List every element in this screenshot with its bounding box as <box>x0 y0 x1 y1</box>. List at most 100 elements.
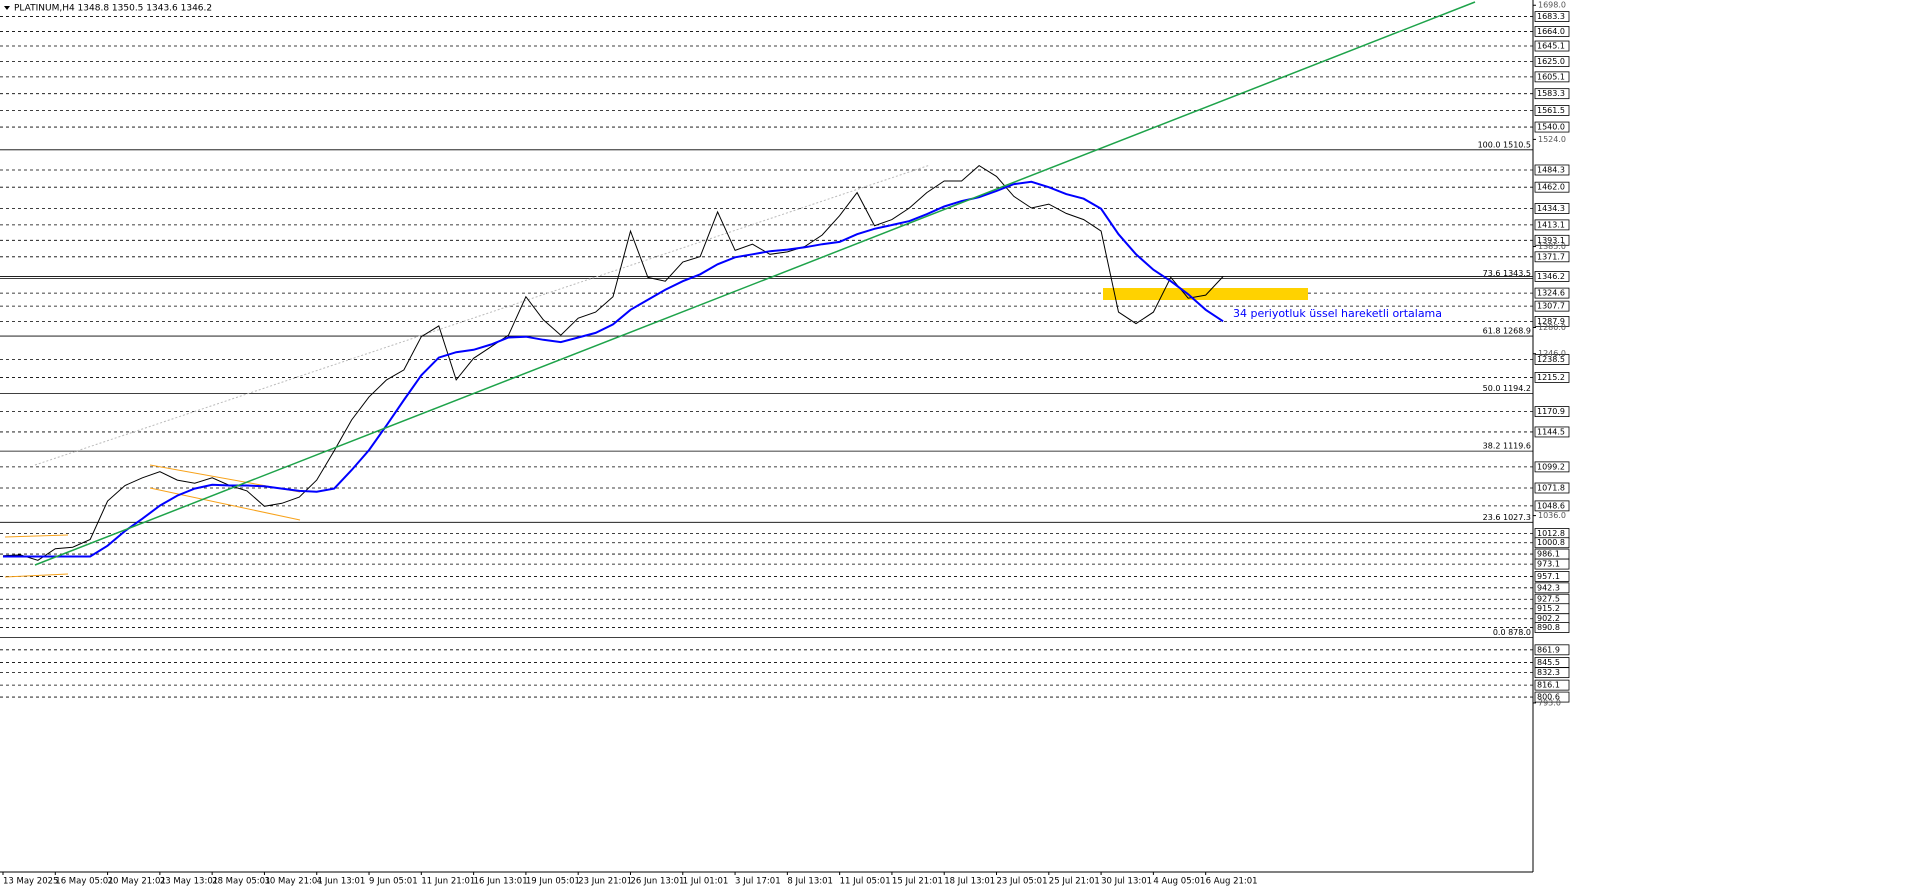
y-tick-label: 1524.0 <box>1538 135 1566 144</box>
level-box <box>1534 40 1570 52</box>
level-label: 1561.5 <box>1537 106 1565 115</box>
level-label: 1071.8 <box>1537 483 1565 492</box>
x-tick-label: 11 Jul 05:01 <box>840 877 891 887</box>
x-tick-label: 30 May 21:01 <box>264 877 322 887</box>
x-tick-label: 20 May 21:01 <box>108 877 166 887</box>
chart-title: PLATINUM,H4 1348.8 1350.5 1343.6 1346.2 <box>14 4 212 14</box>
level-label: 1287.9 <box>1537 317 1565 326</box>
level-label: 1324.6 <box>1537 289 1565 298</box>
x-tick-label: 3 Jul 17:01 <box>735 877 781 887</box>
level-label: 1238.5 <box>1537 355 1565 364</box>
level-label: 927.5 <box>1537 595 1560 604</box>
level-box <box>1534 482 1570 494</box>
ema-annotation: 34 periyotluk üssel hareketli ortalama <box>1233 307 1442 320</box>
x-tick-label: 11 Jun 21:01 <box>421 877 475 887</box>
level-label: 1000.8 <box>1537 538 1565 547</box>
level-box <box>1534 667 1570 679</box>
level-box <box>1534 571 1570 582</box>
level-label: 1605.1 <box>1537 72 1565 81</box>
x-tick-label: 16 May 05:01 <box>55 877 113 887</box>
y-tick-label: 1698.0 <box>1538 1 1566 10</box>
level-label: 1371.7 <box>1537 252 1565 261</box>
range-upper <box>4 534 69 538</box>
level-label: 1099.2 <box>1537 462 1565 471</box>
x-tick-label: 25 Jul 21:01 <box>1049 877 1100 887</box>
level-label: 1413.1 <box>1537 220 1565 229</box>
channel-line <box>34 164 931 466</box>
x-tick-label: 9 Jun 05:01 <box>369 877 418 887</box>
trend-line <box>34 1 1476 566</box>
level-box <box>1534 219 1570 231</box>
level-label: 1462.0 <box>1537 183 1565 192</box>
plot <box>2 164 1224 561</box>
x-tick-label: 30 Jul 13:01 <box>1101 877 1152 887</box>
level-box <box>1534 406 1570 418</box>
level-label: 861.9 <box>1537 645 1560 654</box>
level-label: 1170.9 <box>1537 407 1565 416</box>
level-label: 832.3 <box>1537 668 1560 677</box>
level-label: 1540.0 <box>1537 123 1565 132</box>
level-box <box>1534 105 1570 116</box>
level-box <box>1534 582 1570 594</box>
level-label: 1144.5 <box>1537 427 1565 436</box>
x-tick-label: 28 May 05:01 <box>212 877 270 887</box>
support-zone <box>1103 288 1308 300</box>
x-tick-label: 4 Jun 13:01 <box>317 877 366 887</box>
fib-label: 100.0 1510.5 <box>1478 140 1531 149</box>
fib-label: 23.6 1027.3 <box>1483 513 1531 522</box>
level-box <box>1534 164 1570 176</box>
level-box <box>1534 354 1570 365</box>
level-box <box>1534 121 1570 133</box>
menu-arrow[interactable] <box>4 6 10 10</box>
ema-line <box>3 180 1224 558</box>
x-tick-label: 19 Jun 05:01 <box>526 877 580 887</box>
level-box <box>1534 26 1570 37</box>
level-box <box>1534 300 1570 312</box>
level-label: 915.2 <box>1537 604 1560 613</box>
levels: 1683.3 1664.0 1645.1 1625.0 1605.1 1583.3 1561… <box>0 11 1570 703</box>
x-tick-label: 16 Jun 13:01 <box>474 877 528 887</box>
level-label: 902.2 <box>1537 614 1560 623</box>
x-tick-label: 6 Aug 21:01 <box>1206 877 1258 887</box>
level-box <box>1534 56 1570 67</box>
level-box <box>1534 558 1570 570</box>
x-tick-label: 23 Jun 21:01 <box>578 877 632 887</box>
level-label: 800.6 <box>1537 693 1560 702</box>
level-label: 890.8 <box>1537 623 1560 632</box>
level-label: 1664.0 <box>1537 27 1565 36</box>
y-tick-label: 1385.0 <box>1538 242 1566 251</box>
y-tick-label: 793.0 <box>1538 698 1561 707</box>
level-box <box>1534 251 1570 263</box>
level-box <box>1534 372 1570 383</box>
level-box <box>1534 316 1570 327</box>
y-tick-label: 1036.0 <box>1538 511 1566 520</box>
level-label: 973.1 <box>1537 560 1560 569</box>
level-label: 957.1 <box>1537 572 1560 581</box>
y-tick-label: 1246.0 <box>1538 349 1566 358</box>
level-label: 1583.3 <box>1537 89 1565 98</box>
level-label: 1393.1 <box>1537 236 1565 245</box>
fib-label: 61.8 1268.9 <box>1483 327 1531 336</box>
x-tick-label: 23 Jul 05:01 <box>997 877 1048 887</box>
level-label: 1645.1 <box>1537 42 1565 51</box>
level-box <box>1534 537 1570 549</box>
level-label: 1434.3 <box>1537 204 1565 213</box>
last-price-label: 1346.2 <box>1537 272 1565 281</box>
last-price-box <box>1534 271 1570 282</box>
x-tick-label: 26 Jun 13:01 <box>630 877 684 887</box>
level-box <box>1534 426 1570 438</box>
level-label: 1307.7 <box>1537 302 1565 311</box>
level-label: 1484.3 <box>1537 165 1565 174</box>
fib-label: 0.0 878.0 <box>1493 628 1531 637</box>
level-box <box>1534 500 1570 512</box>
level-box <box>1534 11 1570 22</box>
level-box <box>1534 203 1570 214</box>
fib-label: 50.0 1194.2 <box>1483 384 1531 393</box>
level-label: 816.1 <box>1537 681 1560 690</box>
level-label: 845.5 <box>1537 658 1560 667</box>
level-label: 942.3 <box>1537 583 1560 592</box>
level-box <box>1534 181 1570 193</box>
level-box <box>1534 644 1570 656</box>
